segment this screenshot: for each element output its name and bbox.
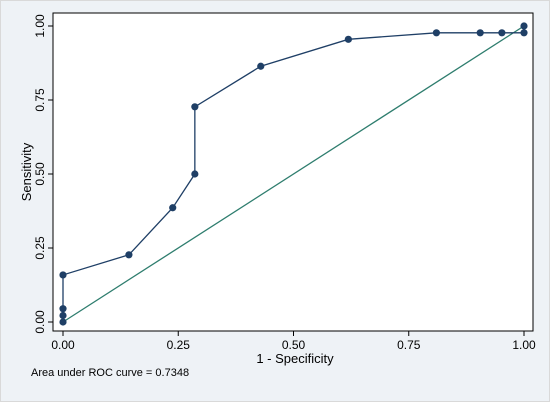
x-axis-ticks: 0.00 0.25 0.50 0.75 1.00 [51, 331, 536, 352]
y-tick-label: 0.00 [33, 310, 47, 334]
x-axis-title: 1 - Specificity [256, 351, 334, 366]
roc-point [257, 62, 265, 70]
roc-point [125, 251, 133, 259]
reference-line-series [62, 25, 525, 323]
roc-point [520, 22, 528, 30]
reference-diagonal-line [62, 25, 525, 323]
x-tick-label: 0.00 [51, 338, 75, 352]
plot-area [52, 12, 534, 332]
x-tick-label: 0.25 [167, 338, 191, 352]
roc-point [476, 29, 484, 37]
y-tick-label: 1.00 [33, 14, 47, 38]
y-tick-label: 0.50 [33, 162, 47, 186]
series-layer [59, 22, 528, 326]
roc-point [59, 271, 67, 279]
auc-annotation: Area under ROC curve = 0.7348 [31, 367, 190, 379]
roc-point [498, 29, 506, 37]
roc-point [432, 29, 441, 37]
roc-point [59, 311, 67, 320]
y-axis-ticks: 0.00 0.25 0.50 0.75 1.00 [33, 14, 53, 334]
roc-point [59, 318, 67, 326]
roc-point [344, 35, 352, 43]
roc-point [59, 305, 67, 313]
roc-point [191, 170, 199, 178]
y-axis-title: Sensitivity [19, 142, 34, 201]
roc-point [191, 103, 199, 111]
x-tick-label: 0.75 [397, 338, 421, 352]
roc-curve-series [59, 22, 528, 326]
y-tick-label: 0.75 [33, 88, 47, 112]
x-tick-label: 0.50 [282, 338, 306, 352]
x-tick-label: 1.00 [512, 338, 536, 352]
roc-point [169, 204, 177, 212]
roc-point [520, 29, 528, 37]
y-tick-label: 0.25 [33, 236, 47, 260]
